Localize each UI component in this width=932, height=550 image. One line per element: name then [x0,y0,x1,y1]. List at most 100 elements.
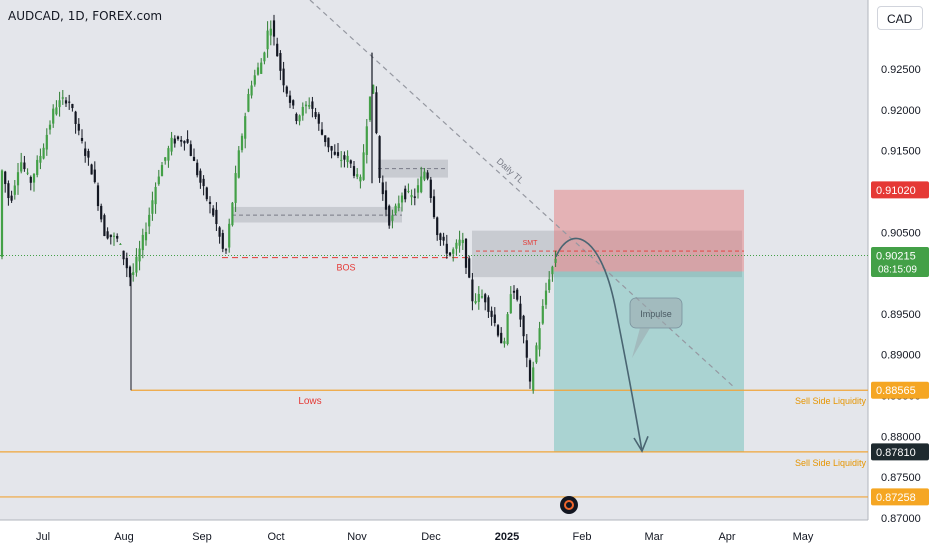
candle-body [260,62,263,74]
candle-body [240,135,244,151]
projection-curve [555,237,643,452]
candle-body [333,151,336,155]
candle-body [77,123,80,131]
candle-body [55,107,58,115]
candle-body [256,67,260,75]
candle-body [548,279,551,290]
price-label-dark [871,443,929,461]
candle-body [420,176,423,193]
candle-body [359,176,362,182]
x-tick-label: Aug [114,531,134,543]
candle-body [285,86,288,94]
candle-body [61,97,64,99]
candle-body [154,186,157,205]
candle-body [493,314,496,323]
candle-body [202,178,205,187]
price-label-green [871,247,929,278]
candle-body [506,314,509,344]
y-tick-label: 0.88000 [881,431,921,443]
y-tick-label: 0.92000 [881,105,921,117]
candle-body [151,200,154,214]
y-tick-label: 0.90500 [881,227,921,239]
candle-body [471,279,474,302]
candle-body [368,96,372,121]
candle-body [87,150,90,158]
candle-body [263,52,266,62]
candle-body [42,147,45,159]
impulse-callout [629,297,683,329]
candle-body [208,201,212,204]
candle-body [205,187,208,200]
candle-body [346,155,349,163]
x-tick-label: Oct [267,531,284,543]
candle-body [442,236,445,241]
candle-body [189,144,192,156]
candle-body [554,258,557,263]
candle-body [64,100,68,104]
candle-body [288,95,292,103]
candle-body [308,105,311,107]
candle-body [20,162,23,172]
candle-body [365,126,368,155]
currency-button[interactable]: CAD [877,6,923,30]
candle-body [266,30,269,50]
candle-body [253,75,256,85]
candle-body [490,310,493,317]
candle-body [93,169,96,183]
tradingview-logo-icon[interactable] [560,496,578,514]
chart-title: AUDCAD, 1D, FOREX.com [8,9,163,23]
price-label-text: 0.90215 [876,251,916,263]
candle-body [103,215,106,237]
candle-body [135,256,138,273]
candle-body [112,235,116,237]
candle-body [13,185,16,195]
candle-body [509,294,512,314]
candle-body [413,196,416,198]
candle-body [391,215,394,221]
candle-body [116,235,119,239]
candle-body [519,303,522,320]
candle-body [535,345,538,363]
x-tick-label: Jul [36,531,50,543]
candle-body [512,290,516,293]
candle-body [343,155,346,160]
candle-body [381,182,384,195]
candle-body [231,202,234,226]
candle-body [416,185,420,193]
candle-body [26,172,29,174]
candle-body [52,108,55,124]
impulse-label: Impulse [640,309,672,319]
candle-body [458,239,461,246]
candle-body [324,135,327,143]
lows-label: Lows [298,396,321,407]
candle-body [282,68,285,86]
x-tick-label: Sep [192,531,212,543]
candle-body [68,101,71,103]
candle-body [80,137,84,141]
supply-zone [472,230,742,278]
candle-body [474,301,477,304]
candle-body [301,106,304,116]
candle-body [128,266,132,278]
candle-body [516,289,519,300]
projection-arrow-icon [633,436,649,453]
candle-body [148,214,151,227]
candle-body [423,171,426,180]
candle-body [500,332,503,344]
candle-body [304,104,308,107]
impulse-callout-pointer [632,328,650,358]
candle-body [496,325,500,336]
candle-body [445,243,448,254]
y-tick-label: 0.87000 [881,513,921,525]
y-tick-label: 0.89500 [881,309,921,321]
candle-body [349,160,352,164]
candle-body [352,166,356,176]
y-tick-label: 0.92500 [881,64,921,76]
candle-body [522,315,525,337]
candle-body [173,138,176,144]
candle-body [314,112,317,117]
candle-body [170,137,173,152]
candle-body [378,136,381,179]
